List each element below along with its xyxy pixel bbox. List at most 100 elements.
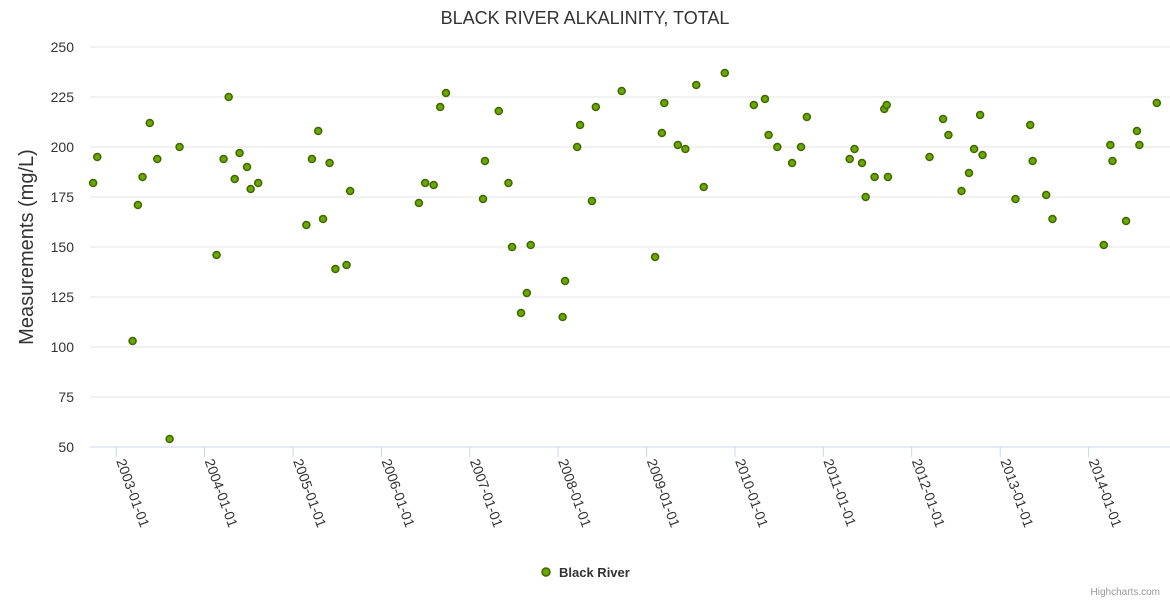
gridlines [90, 46, 1170, 448]
data-point[interactable] [441, 88, 451, 98]
data-point[interactable] [975, 110, 985, 120]
data-point[interactable] [1152, 98, 1162, 108]
data-point[interactable] [435, 102, 445, 112]
data-point[interactable] [560, 276, 570, 286]
data-point[interactable] [845, 154, 854, 164]
data-point[interactable] [787, 158, 797, 168]
data-point[interactable] [235, 148, 244, 158]
data-point[interactable] [699, 182, 708, 192]
data-point[interactable] [1048, 214, 1057, 224]
data-point[interactable] [957, 186, 966, 196]
legend-marker [541, 567, 551, 577]
data-point[interactable] [760, 94, 770, 104]
data-point[interactable] [861, 192, 870, 202]
data-point[interactable] [978, 150, 987, 160]
data-point[interactable] [681, 144, 690, 154]
legend[interactable]: Black River [541, 565, 630, 580]
data-point[interactable] [587, 196, 597, 206]
x-axis-ticks: 2003-01-01 2004-01-01 2005-01-01 2006-01-01… [113, 457, 1126, 530]
data-point[interactable] [325, 158, 334, 168]
data-point[interactable] [969, 144, 979, 154]
data-point[interactable] [224, 92, 233, 102]
data-point[interactable] [925, 152, 934, 162]
data-point[interactable] [691, 80, 701, 90]
data-point[interactable] [345, 186, 355, 196]
y-tick-label: 225 [51, 89, 75, 105]
data-point[interactable] [246, 184, 255, 194]
data-point[interactable] [302, 220, 311, 230]
data-point[interactable] [944, 130, 953, 140]
x-tick-label: 2014-01-01 [1086, 457, 1126, 530]
data-point[interactable] [414, 198, 424, 208]
data-point[interactable] [883, 172, 893, 182]
data-point[interactable] [212, 250, 221, 260]
data-point[interactable] [480, 156, 490, 166]
data-point[interactable] [1132, 126, 1142, 136]
data-point[interactable] [420, 178, 430, 188]
data-point[interactable] [313, 126, 323, 136]
data-point[interactable] [857, 158, 867, 168]
data-point[interactable] [516, 308, 526, 318]
data-point[interactable] [88, 178, 98, 188]
data-point[interactable] [165, 434, 174, 444]
data-point[interactable] [572, 142, 582, 152]
legend-item-black-river[interactable]: Black River [559, 565, 630, 580]
data-point[interactable] [230, 174, 239, 184]
credits-link[interactable]: Highcharts.com [1091, 587, 1160, 598]
data-point[interactable] [307, 154, 317, 164]
data-point[interactable] [478, 194, 488, 204]
data-point[interactable] [242, 162, 252, 172]
data-point[interactable] [175, 142, 184, 152]
data-point[interactable] [504, 178, 513, 188]
data-point[interactable] [331, 264, 340, 274]
data-point[interactable] [1135, 140, 1144, 150]
data-point[interactable] [657, 128, 667, 138]
data-point[interactable] [870, 172, 879, 182]
data-point[interactable] [507, 242, 517, 252]
data-point[interactable] [342, 260, 351, 270]
data-point[interactable] [796, 142, 806, 152]
data-point[interactable] [133, 200, 143, 210]
data-point[interactable] [764, 130, 773, 140]
data-point[interactable] [1108, 156, 1117, 166]
data-point[interactable] [153, 154, 162, 164]
data-point[interactable] [749, 100, 759, 110]
data-point[interactable] [318, 214, 328, 224]
data-point[interactable] [429, 180, 438, 190]
data-point[interactable] [1121, 216, 1131, 226]
data-point[interactable] [522, 288, 532, 298]
x-tick-label: 2004-01-01 [202, 457, 242, 530]
data-point[interactable] [526, 240, 535, 250]
x-tick-label: 2007-01-01 [467, 457, 507, 530]
y-axis-ticks: 50 75 100 125 150 175 200 225 250 [51, 39, 75, 455]
data-point[interactable] [938, 114, 948, 124]
data-point[interactable] [1041, 190, 1051, 200]
data-point[interactable] [802, 112, 812, 122]
data-point[interactable] [673, 140, 683, 150]
data-point[interactable] [219, 154, 228, 164]
x-tick-label: 2010-01-01 [732, 457, 772, 530]
data-point[interactable] [720, 68, 730, 78]
data-point[interactable] [1025, 120, 1035, 130]
data-point[interactable] [558, 312, 567, 322]
data-point[interactable] [128, 336, 137, 346]
data-point[interactable] [1106, 140, 1115, 150]
data-point[interactable] [93, 152, 102, 162]
x-tick-label: 2009-01-01 [644, 457, 684, 530]
data-point[interactable] [617, 86, 626, 96]
data-point[interactable] [138, 172, 147, 182]
data-point[interactable] [773, 142, 782, 152]
data-point[interactable] [591, 102, 601, 112]
data-point[interactable] [1011, 194, 1020, 204]
data-point[interactable] [1028, 156, 1037, 166]
data-point[interactable] [494, 106, 504, 116]
data-point[interactable] [145, 118, 155, 128]
data-point[interactable] [253, 178, 263, 188]
data-point[interactable] [1099, 240, 1109, 250]
data-point[interactable] [575, 120, 585, 130]
data-point[interactable] [964, 168, 974, 178]
data-point[interactable] [660, 98, 669, 108]
data-point[interactable] [650, 252, 660, 262]
data-point[interactable] [882, 100, 891, 110]
data-point[interactable] [850, 144, 859, 154]
